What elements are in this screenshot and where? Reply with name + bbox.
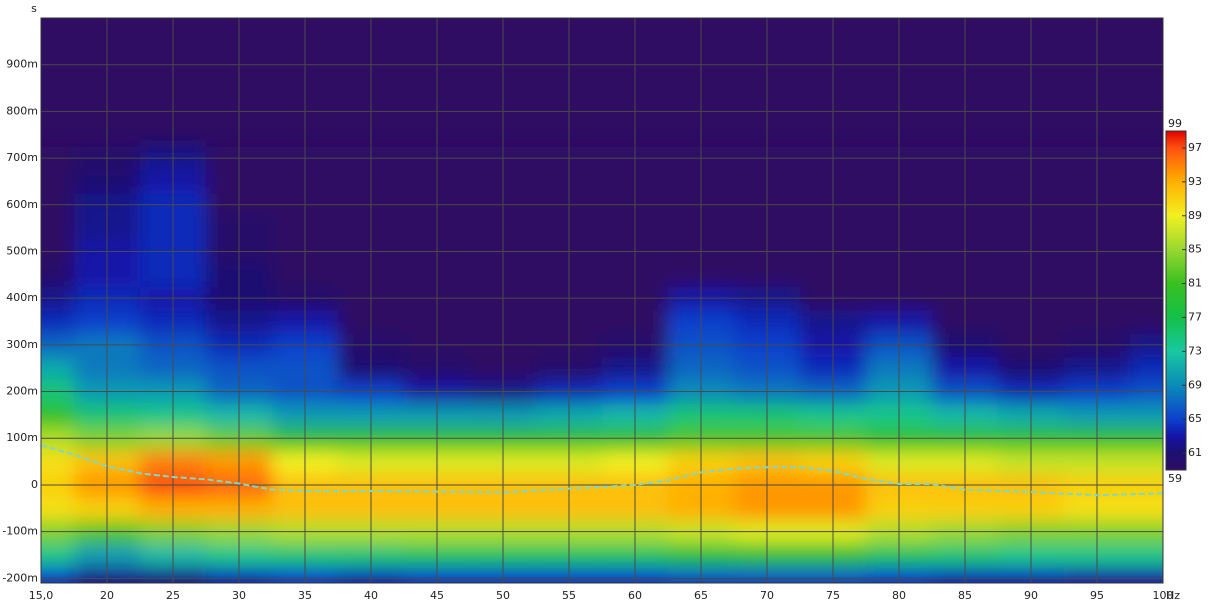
heat-cell (1130, 496, 1163, 521)
x-tick-label: 80 (892, 589, 906, 602)
heat-cell (41, 543, 75, 568)
heat-cell (1130, 263, 1163, 287)
heat-cell (1130, 566, 1163, 583)
y-tick-label: -200m (2, 571, 38, 584)
x-tick-label: 40 (364, 589, 378, 602)
colorbar-label: 59 (1168, 472, 1182, 485)
x-tick-label: 15,0 (29, 589, 54, 602)
plot-frame (40, 17, 1164, 584)
heat-cell (41, 263, 75, 287)
heat-cell (41, 309, 75, 334)
x-tick-label: 50 (496, 589, 510, 602)
colorbar-label: 73 (1188, 344, 1202, 357)
heat-cell (1130, 449, 1163, 474)
colorbar-label: 97 (1188, 141, 1202, 154)
heat-cell (41, 356, 75, 381)
x-tick-label: 55 (562, 589, 576, 602)
peak-line (41, 444, 1163, 497)
x-tick-label: 100 (1153, 589, 1174, 602)
y-tick-label: 400m (6, 291, 38, 304)
y-tick-label: 200m (6, 385, 38, 398)
x-tick-label: 75 (826, 589, 840, 602)
heat-cell (1130, 309, 1163, 334)
x-tick-label: 30 (232, 589, 246, 602)
y-tick-label: 300m (6, 338, 38, 351)
heat-cell (41, 169, 75, 194)
colorbar-label: 61 (1188, 446, 1202, 459)
x-tick-label: 35 (298, 589, 312, 602)
colorbar-label: 85 (1188, 243, 1202, 256)
y-tick-label: 700m (6, 151, 38, 164)
x-tick-label: 95 (1090, 589, 1104, 602)
y-tick-label: 900m (6, 58, 38, 71)
colorbar-label: 89 (1188, 209, 1202, 222)
heat-cell (1130, 216, 1163, 241)
colorbar-label: 99 (1168, 117, 1182, 130)
colorbar-scale (1165, 130, 1187, 471)
colorbar-label: 77 (1188, 310, 1202, 323)
heat-cell (1130, 543, 1163, 568)
colorbar: 59 61 65 69 73 77 81 85 89 93 97 99 (1165, 117, 1202, 485)
y-tick-label: 500m (6, 244, 38, 257)
x-tick-label: 85 (958, 589, 972, 602)
x-tick-label: 60 (628, 589, 642, 602)
heat-cell (41, 496, 75, 521)
heat-cell (41, 566, 75, 583)
heat-cell (1130, 356, 1163, 381)
y-tick-label: -100m (2, 525, 38, 538)
y-tick-label: 0 (31, 478, 38, 491)
y-tick-label: 800m (6, 104, 38, 117)
x-tick-label: 90 (1024, 589, 1038, 602)
x-tick-label: 25 (166, 589, 180, 602)
x-tick-label: 70 (760, 589, 774, 602)
peak-line-group (41, 444, 1163, 497)
colorbar-label: 93 (1188, 175, 1202, 188)
heatmap (41, 146, 1163, 583)
colorbar-label: 81 (1188, 277, 1202, 290)
colorbar-label: 69 (1188, 378, 1202, 391)
heat-cell (1130, 403, 1163, 428)
x-tick-label: 20 (100, 589, 114, 602)
colorbar-label: 65 (1188, 412, 1202, 425)
x-tick-label: 65 (694, 589, 708, 602)
heat-cell (41, 449, 75, 474)
y-tick-label: 100m (6, 431, 38, 444)
y-unit: s (31, 2, 37, 15)
x-tick-label: 45 (430, 589, 444, 602)
heat-cell (1130, 169, 1163, 194)
y-tick-label: 600m (6, 198, 38, 211)
heat-cell (41, 216, 75, 241)
x-unit: Hz (1166, 589, 1180, 602)
heat-cell (41, 403, 75, 428)
